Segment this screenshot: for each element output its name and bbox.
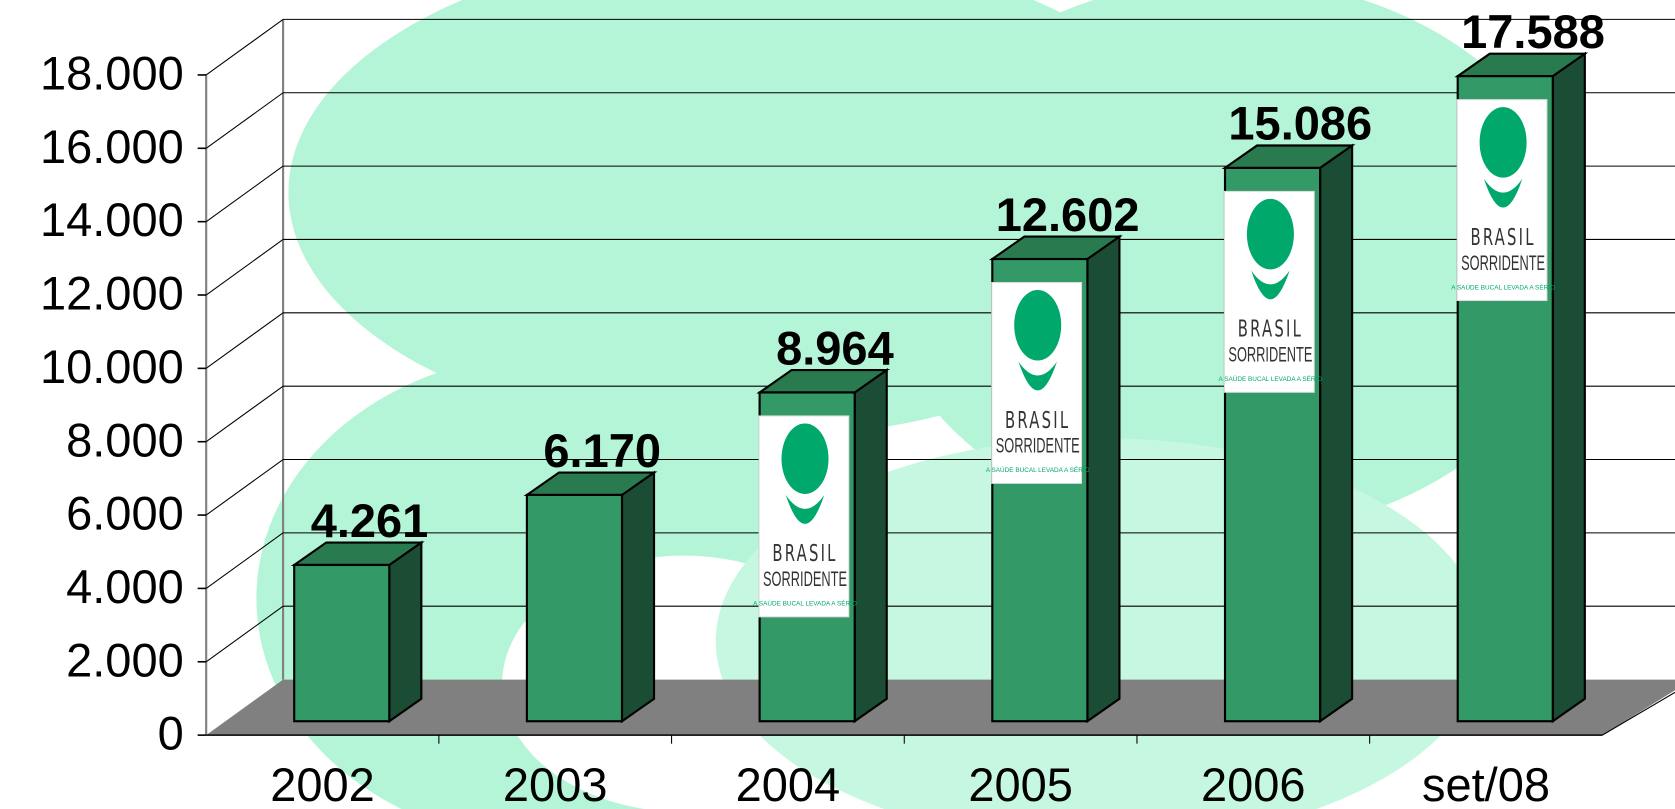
y-tick-label: 6.000 <box>66 487 184 540</box>
x-tick-label: 2002 <box>270 758 375 809</box>
x-tick-label: 2005 <box>968 758 1073 809</box>
y-tick-label: 12.000 <box>40 267 184 320</box>
bar-side <box>1320 146 1352 722</box>
chart: 0 2.000 4.000 6.000 8.000 10.000 12.000 14.000 1… <box>0 0 1675 809</box>
y-tick-label: 4.000 <box>66 560 184 613</box>
y-tick-label: 2.000 <box>66 633 184 686</box>
logo-mark <box>782 423 829 494</box>
bar <box>294 565 389 721</box>
logo-text: BRASIL <box>1470 223 1535 251</box>
x-tick-label: 2004 <box>736 758 841 809</box>
y-tick-label: 8.000 <box>66 413 184 466</box>
bar-side <box>389 543 421 722</box>
logo-mark <box>1014 290 1061 361</box>
logo-text: BRASIL <box>1005 406 1070 434</box>
bar-group <box>527 473 654 722</box>
data-label: 17.588 <box>1461 5 1605 58</box>
logo-mark <box>1247 199 1294 270</box>
y-tick-label: 14.000 <box>40 193 184 246</box>
data-label: 8.964 <box>776 321 894 374</box>
logo-text: BRASIL <box>1238 315 1303 343</box>
bar-side <box>1087 237 1119 722</box>
logo-text: SORRIDENTE <box>1461 250 1545 274</box>
data-label: 15.086 <box>1228 97 1372 150</box>
x-tick-label: 2003 <box>503 758 608 809</box>
data-label: 6.170 <box>543 424 661 477</box>
data-label: 12.602 <box>996 188 1140 241</box>
logo-mark <box>1480 107 1527 178</box>
bar-side <box>1553 54 1585 721</box>
logo-text: BRASIL <box>772 539 837 567</box>
bar-side <box>855 370 887 721</box>
logo-text: SORRIDENTE <box>1228 342 1312 366</box>
logo-text: A SAÚDE BUCAL LEVADA A SÉRIO <box>753 599 857 608</box>
bar-group <box>294 543 421 722</box>
y-tick-label: 10.000 <box>40 340 184 393</box>
y-tick-label: 16.000 <box>40 120 184 173</box>
y-tick-label: 18.000 <box>40 47 184 100</box>
logo-text: SORRIDENTE <box>763 567 847 591</box>
bar <box>527 495 622 721</box>
logo-text: A SAÚDE BUCAL LEVADA A SÉRIO <box>1451 282 1555 291</box>
page: {"chart_data": {"type": "bar3d", "catego… <box>0 0 1675 809</box>
bar-side <box>622 473 654 722</box>
y-tick-label: 0 <box>158 707 184 760</box>
logo-text: A SAÚDE BUCAL LEVADA A SÉRIO <box>1219 374 1323 383</box>
logo-text: A SAÚDE BUCAL LEVADA A SÉRIO <box>986 465 1090 474</box>
x-tick-label: set/08 <box>1422 758 1550 809</box>
data-label: 4.261 <box>311 494 429 547</box>
logo-text: SORRIDENTE <box>996 433 1080 457</box>
floor <box>206 680 1675 736</box>
x-tick-label: 2006 <box>1201 758 1306 809</box>
